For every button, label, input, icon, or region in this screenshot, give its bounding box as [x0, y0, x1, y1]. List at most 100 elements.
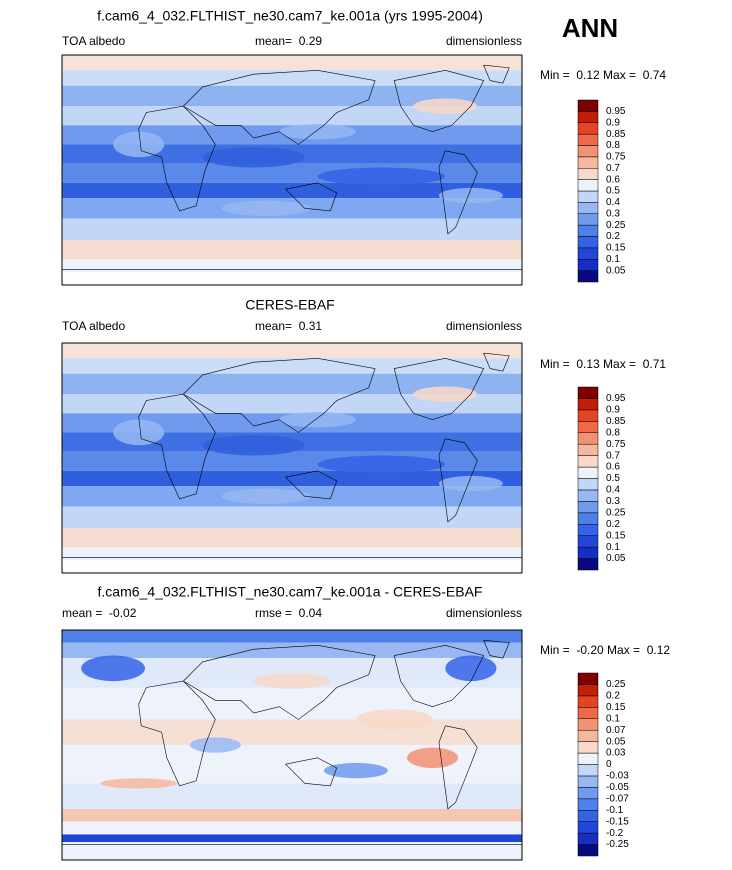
polar-ice — [62, 272, 522, 285]
coastline — [484, 65, 510, 83]
colorbar-label: 0.1 — [606, 254, 620, 265]
coastline — [394, 645, 483, 706]
colorbar-box — [577, 524, 599, 536]
colorbar-label: 0.05 — [606, 553, 626, 564]
map — [62, 630, 522, 860]
coastline — [439, 726, 477, 809]
colorbar-box — [577, 512, 599, 525]
left-label: TOA albedo — [62, 34, 125, 48]
field-band — [62, 358, 522, 374]
coastline — [484, 640, 510, 658]
coastline — [139, 681, 216, 786]
colorbar-box — [577, 707, 599, 719]
colorbar-label: 0.5 — [606, 473, 620, 484]
colorbar-box — [577, 202, 599, 214]
colorbar-box — [577, 224, 599, 237]
colorbar-box — [577, 236, 599, 249]
colorbar-box — [577, 466, 599, 479]
colorbar-label: 0.9 — [606, 405, 620, 416]
center-label: mean= 0.31 — [255, 319, 322, 333]
coastline — [394, 358, 483, 419]
field-band — [62, 343, 522, 359]
colorbar-box — [577, 156, 599, 169]
field-band — [62, 218, 522, 241]
field-band — [62, 842, 522, 860]
colorbar-box — [577, 443, 599, 456]
field-patch — [221, 488, 312, 504]
colorbar-label: 0.15 — [606, 243, 626, 254]
colorbar-label: 0.4 — [606, 485, 620, 496]
colorbar-label: 0.1 — [606, 542, 620, 553]
colorbar-label: 0.05 — [606, 265, 626, 276]
field-patch — [253, 673, 331, 689]
colorbar-label: -0.1 — [606, 805, 624, 816]
colorbar-box — [577, 798, 599, 811]
field-patch — [113, 131, 165, 158]
left-label: TOA albedo — [62, 319, 125, 333]
colorbar-label: 0.5 — [606, 186, 620, 197]
field-patch — [189, 737, 241, 753]
colorbar-label: 0.7 — [606, 450, 620, 461]
coastline — [286, 471, 337, 499]
map — [62, 343, 522, 573]
right-label: dimensionless — [446, 319, 522, 333]
map-frame — [61, 342, 523, 574]
colorbar-label: 0.7 — [606, 163, 620, 174]
field-band — [62, 470, 522, 487]
colorbar-label: 0.85 — [606, 416, 626, 427]
field-band — [62, 55, 522, 71]
panel-title: f.cam6_4_032.FLTHIST_ne30.cam7_ke.001a (… — [97, 8, 483, 24]
colorbar-label: 0.1 — [606, 713, 620, 724]
field-band — [62, 506, 522, 529]
field-band — [62, 182, 522, 199]
field-band — [62, 528, 522, 548]
colorbar-box — [577, 489, 599, 502]
min-max: Min = -0.20 Max = 0.12 — [540, 643, 670, 657]
min-max: Min = 0.13 Max = 0.71 — [540, 357, 666, 371]
colorbar-label: 0.07 — [606, 725, 626, 736]
colorbar-label: 0.3 — [606, 208, 620, 219]
field-patch — [438, 187, 503, 204]
field-band — [62, 106, 522, 126]
field-band — [62, 642, 522, 659]
colorbar-label: 0.6 — [606, 174, 620, 185]
colorbar-label: 0.95 — [606, 106, 626, 117]
coastline — [183, 645, 375, 719]
field-patch — [438, 475, 503, 492]
field-patch — [113, 419, 165, 446]
colorbar-label: -0.03 — [606, 771, 629, 782]
field-patch — [413, 98, 478, 114]
coastline — [183, 70, 375, 144]
field-band — [62, 70, 522, 86]
field-patch — [202, 435, 305, 456]
colorbar-label: 0 — [606, 759, 612, 770]
colorbar-box — [577, 718, 599, 731]
field-band — [62, 394, 522, 414]
colorbar-label: 0.6 — [606, 462, 620, 473]
colorbar-label: 0.03 — [606, 748, 626, 759]
panel-title: f.cam6_4_032.FLTHIST_ne30.cam7_ke.001a -… — [98, 584, 483, 600]
field-band — [62, 163, 522, 183]
colorbar-box — [577, 213, 599, 226]
colorbar-box — [577, 386, 599, 399]
field-band — [62, 630, 522, 643]
colorbar-box — [577, 810, 599, 822]
colorbar-label: 0.25 — [606, 679, 626, 690]
colorbar-label: -0.25 — [606, 839, 629, 850]
colorbar-box — [577, 99, 599, 112]
field-patch — [202, 147, 305, 168]
colorbar-label: 0.8 — [606, 140, 620, 151]
field-patch — [81, 655, 146, 682]
map-frame — [61, 54, 523, 286]
polar-ice — [62, 560, 522, 573]
colorbar-box — [577, 501, 599, 514]
colorbar-box — [577, 684, 599, 697]
coastline — [286, 183, 337, 211]
colorbar-label: -0.05 — [606, 782, 629, 793]
colorbar-box — [577, 695, 599, 708]
colorbar-box — [577, 270, 599, 283]
colorbar-label: 0.15 — [606, 530, 626, 541]
colorbar-label: 0.25 — [606, 220, 626, 231]
colorbar-box — [577, 455, 599, 468]
